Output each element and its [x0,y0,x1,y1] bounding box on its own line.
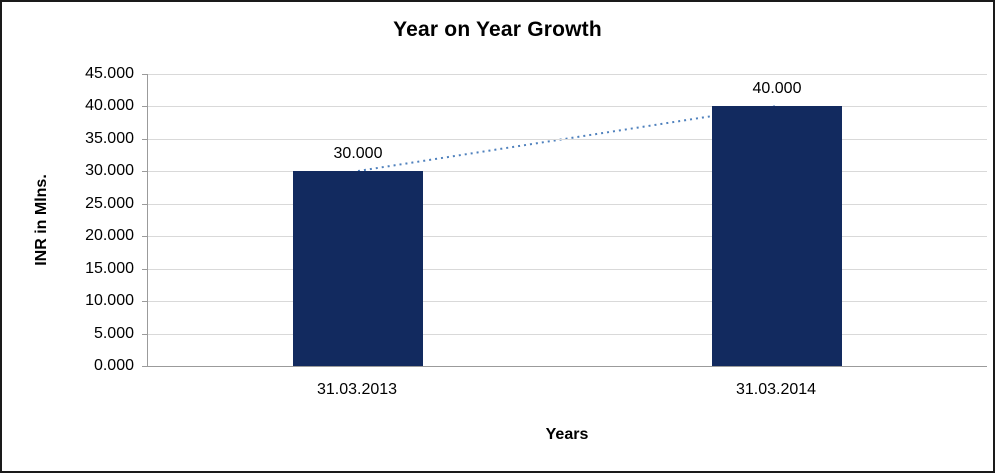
gridline [148,171,987,172]
y-tick-label: 10.000 [85,292,134,309]
y-tick-label: 15.000 [85,260,134,277]
y-tick-label: 30.000 [85,162,134,179]
y-tick-mark [142,269,147,270]
y-tick-label: 40.000 [85,97,134,114]
y-tick-label: 25.000 [85,195,134,212]
x-axis-title: Years [545,426,589,443]
y-tick-mark [142,301,147,302]
x-tick-label: 31.03.2014 [735,381,817,398]
gridline [148,139,987,140]
gridline [148,106,987,107]
y-axis-tick-labels: 0.000 5.000 10.000 15.000 20.000 25.000 30.000… [2,65,134,374]
bar-value-label: 30.000 [333,145,383,162]
y-tick-label: 20.000 [85,227,134,244]
gridline [148,269,987,270]
bar [712,106,842,366]
y-tick-label: 35.000 [85,130,134,147]
y-tick-mark [142,334,147,335]
gridline [148,204,987,205]
y-tick-mark [142,106,147,107]
y-tick-mark [142,366,147,367]
y-tick-label: 5.000 [93,325,134,342]
y-tick-mark [142,171,147,172]
y-tick-mark [142,236,147,237]
y-tick-mark [142,74,147,75]
bar-value-label: 40.000 [752,80,802,97]
chart-title: Year on Year Growth [393,18,602,41]
x-axis-tick-labels: 31.03.2013 31.03.2014 [147,381,987,403]
bar [293,171,423,366]
plot-area: 30.000 40.000 [147,74,987,367]
gridline [148,334,987,335]
gridline [148,301,987,302]
gridline [148,74,987,75]
gridline [148,236,987,237]
y-tick-mark [142,204,147,205]
y-tick-label: 0.000 [93,357,134,374]
x-tick-label: 31.03.2013 [316,381,398,398]
y-tick-mark [142,139,147,140]
trendline [357,105,778,172]
y-tick-label: 45.000 [85,65,134,82]
